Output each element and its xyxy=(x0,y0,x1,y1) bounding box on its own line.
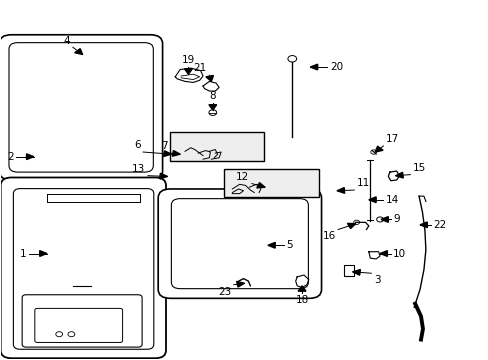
Polygon shape xyxy=(374,146,382,152)
Text: 19: 19 xyxy=(182,55,195,65)
Text: 21: 21 xyxy=(193,63,206,73)
FancyBboxPatch shape xyxy=(0,177,165,358)
Text: 20: 20 xyxy=(329,62,342,72)
Text: 15: 15 xyxy=(412,163,425,173)
FancyBboxPatch shape xyxy=(22,295,142,347)
Polygon shape xyxy=(205,76,213,81)
Text: 4: 4 xyxy=(63,36,70,45)
FancyBboxPatch shape xyxy=(9,42,153,172)
Polygon shape xyxy=(160,173,167,179)
Text: 13: 13 xyxy=(132,164,145,174)
Text: 9: 9 xyxy=(392,215,399,224)
Text: 5: 5 xyxy=(285,240,292,250)
Polygon shape xyxy=(256,183,264,188)
Bar xyxy=(170,132,264,161)
Polygon shape xyxy=(208,105,216,110)
Polygon shape xyxy=(172,150,180,156)
Polygon shape xyxy=(298,286,305,291)
Text: 1: 1 xyxy=(20,248,26,258)
Polygon shape xyxy=(379,251,386,256)
Text: 2: 2 xyxy=(7,152,14,162)
Text: 12: 12 xyxy=(236,172,249,182)
Text: 22: 22 xyxy=(432,220,446,230)
Bar xyxy=(343,265,353,276)
FancyBboxPatch shape xyxy=(158,189,321,298)
FancyBboxPatch shape xyxy=(13,189,154,349)
Text: 7: 7 xyxy=(161,141,167,151)
Text: 3: 3 xyxy=(373,275,380,285)
Polygon shape xyxy=(163,151,171,157)
Text: 10: 10 xyxy=(392,248,406,258)
Polygon shape xyxy=(352,270,360,275)
Text: 18: 18 xyxy=(295,295,308,305)
Polygon shape xyxy=(40,251,47,256)
Text: 11: 11 xyxy=(356,178,369,188)
Polygon shape xyxy=(184,69,192,74)
FancyBboxPatch shape xyxy=(0,35,162,180)
Polygon shape xyxy=(336,188,344,193)
Polygon shape xyxy=(267,242,275,248)
Text: 16: 16 xyxy=(322,231,335,241)
Text: 8: 8 xyxy=(209,91,216,101)
Polygon shape xyxy=(419,222,427,228)
Polygon shape xyxy=(395,172,403,178)
FancyBboxPatch shape xyxy=(171,199,308,289)
Bar xyxy=(224,169,319,197)
FancyBboxPatch shape xyxy=(35,309,122,342)
Polygon shape xyxy=(380,217,387,222)
Text: 14: 14 xyxy=(385,195,398,205)
Polygon shape xyxy=(310,64,317,70)
Polygon shape xyxy=(368,197,375,203)
Text: 23: 23 xyxy=(218,287,231,297)
Polygon shape xyxy=(26,154,34,159)
Text: 6: 6 xyxy=(134,140,141,150)
Text: 17: 17 xyxy=(385,134,398,144)
Polygon shape xyxy=(75,49,82,54)
Polygon shape xyxy=(236,282,244,287)
Polygon shape xyxy=(346,223,355,229)
